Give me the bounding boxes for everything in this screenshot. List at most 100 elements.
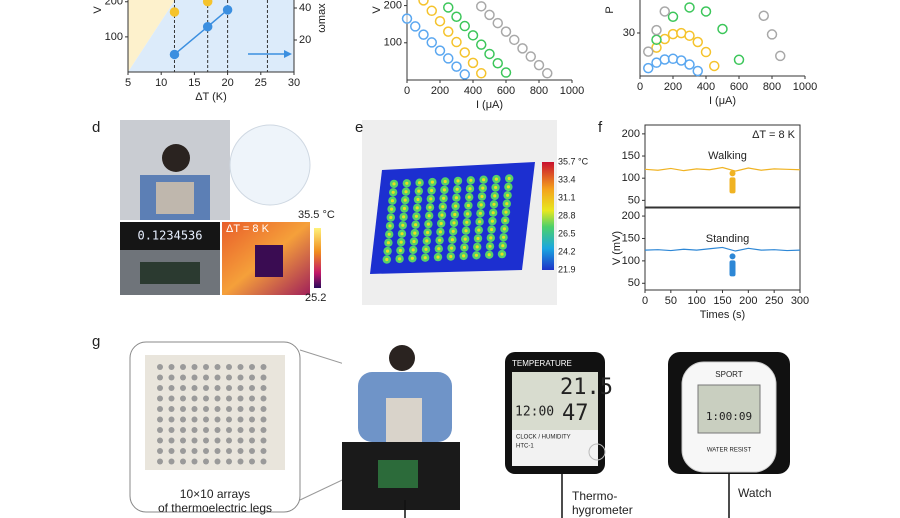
colorbar-label: 21.9 bbox=[558, 264, 576, 274]
data-point bbox=[443, 26, 454, 37]
te-leg bbox=[249, 364, 255, 370]
data-point bbox=[542, 68, 553, 79]
panel-label: d bbox=[92, 119, 100, 136]
x-tick-label: 1000 bbox=[560, 85, 584, 97]
data-point bbox=[401, 13, 413, 24]
sim-dot-core bbox=[450, 238, 454, 242]
sim-dot-core bbox=[405, 181, 409, 185]
sim-dot-core bbox=[387, 232, 391, 236]
sim-dot-core bbox=[475, 245, 479, 249]
sim-dot-core bbox=[501, 244, 505, 248]
te-leg bbox=[260, 448, 267, 454]
colorbar-label: 31.1 bbox=[558, 192, 576, 202]
sim-dot-core bbox=[454, 196, 458, 200]
data-point bbox=[222, 5, 233, 15]
x-axis-label: Times (s) bbox=[700, 309, 745, 321]
te-leg bbox=[249, 458, 255, 465]
data-point bbox=[451, 11, 462, 22]
te-leg bbox=[249, 437, 255, 444]
hygro-bottom: CLOCK / HUMIDITY bbox=[516, 435, 571, 441]
person-photo bbox=[342, 342, 460, 510]
data-point bbox=[459, 69, 470, 80]
sim-dot-core bbox=[386, 249, 390, 253]
x-tick-label: 0 bbox=[642, 295, 648, 307]
sim-dot-core bbox=[474, 253, 478, 257]
y-tick-label: 50 bbox=[628, 194, 640, 206]
te-leg bbox=[203, 448, 209, 454]
sim-dot-core bbox=[385, 257, 389, 262]
sim-dot-core bbox=[494, 185, 498, 190]
sim-dot-core bbox=[494, 177, 498, 181]
te-leg bbox=[249, 395, 255, 402]
te-leg bbox=[180, 385, 186, 391]
te-leg bbox=[260, 416, 267, 423]
sim-dot-core bbox=[425, 239, 429, 243]
sim-dot-core bbox=[442, 196, 446, 200]
sim-dot-core bbox=[500, 252, 504, 256]
te-leg bbox=[249, 385, 255, 391]
x-axis-label: I (μA) bbox=[476, 99, 503, 111]
data-point bbox=[459, 47, 470, 58]
sim-dot-core bbox=[467, 195, 471, 199]
te-leg bbox=[237, 385, 244, 391]
y-tick-label: 100 bbox=[622, 172, 640, 184]
sim-dot-core bbox=[386, 241, 390, 245]
sim-dot-core bbox=[453, 212, 457, 217]
te-leg bbox=[203, 395, 209, 402]
data-point bbox=[517, 43, 528, 54]
watch-brand: SPORT bbox=[715, 370, 743, 379]
te-leg bbox=[168, 427, 175, 433]
sim-dot-core bbox=[402, 206, 406, 211]
sim-dot-core bbox=[489, 236, 493, 240]
sim-dot-core bbox=[390, 207, 394, 211]
x-tick-label: 5 bbox=[125, 77, 131, 89]
te-leg bbox=[157, 458, 163, 465]
panel-d-photo: 0.1234536 bbox=[120, 120, 321, 295]
te-leg bbox=[157, 385, 163, 391]
arrow-head bbox=[284, 50, 292, 58]
data-point bbox=[434, 15, 446, 27]
y-axis-label: V bbox=[92, 6, 104, 14]
te-leg bbox=[226, 458, 232, 465]
data-point bbox=[651, 24, 662, 36]
data-point bbox=[476, 68, 487, 79]
hygro-top: TEMPERATURE bbox=[512, 359, 572, 368]
te-leg bbox=[226, 427, 232, 433]
sim-dot-core bbox=[430, 180, 434, 184]
sim-dot-core bbox=[464, 229, 468, 233]
te-leg bbox=[168, 416, 175, 423]
te-leg bbox=[226, 374, 232, 381]
data-point bbox=[484, 48, 495, 60]
te-leg bbox=[157, 364, 163, 370]
te-leg bbox=[237, 364, 244, 370]
data-point bbox=[459, 20, 470, 32]
te-leg bbox=[168, 395, 175, 402]
sim-dot-core bbox=[466, 212, 470, 216]
x-tick-label: 30 bbox=[288, 77, 300, 89]
te-leg bbox=[157, 416, 163, 423]
colorbar-label: 33.4 bbox=[558, 174, 576, 184]
sim-dot-core bbox=[413, 231, 417, 235]
sim-dot-core bbox=[477, 228, 481, 232]
data-point bbox=[492, 58, 503, 69]
sim-dot-core bbox=[426, 230, 430, 235]
data-point bbox=[500, 26, 512, 37]
panel-label: f bbox=[598, 119, 603, 136]
data-point bbox=[758, 10, 769, 22]
y-tick-label: 100 bbox=[105, 31, 123, 43]
x-tick-label: 300 bbox=[791, 295, 809, 307]
sim-dot-core bbox=[414, 223, 418, 227]
te-leg bbox=[168, 364, 175, 370]
te-leg bbox=[237, 395, 244, 402]
sim-dot-core bbox=[462, 245, 466, 250]
data-point bbox=[533, 59, 545, 71]
te-leg bbox=[180, 364, 186, 370]
watch bbox=[668, 352, 790, 518]
te-leg bbox=[226, 448, 232, 454]
data-point bbox=[476, 1, 487, 12]
te-leg bbox=[237, 448, 244, 454]
te-leg bbox=[237, 427, 244, 433]
te-leg bbox=[237, 406, 244, 412]
data-point bbox=[426, 5, 437, 17]
x-tick-label: 200 bbox=[739, 295, 757, 307]
